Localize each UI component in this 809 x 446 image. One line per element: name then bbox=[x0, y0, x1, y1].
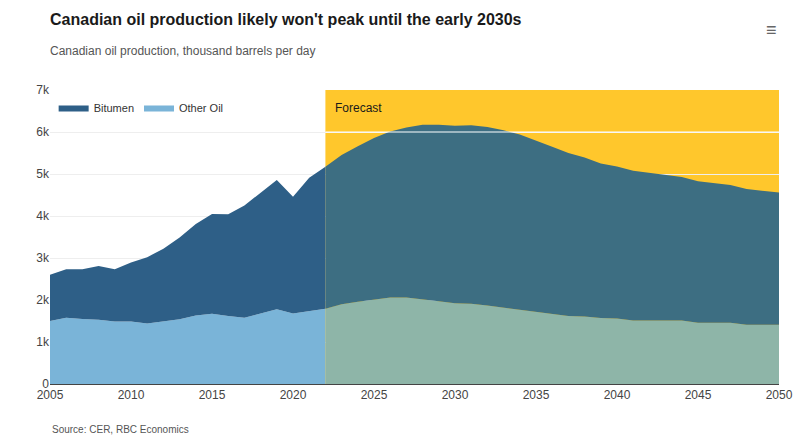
svg-text:Forecast: Forecast bbox=[335, 101, 382, 115]
svg-text:3k: 3k bbox=[36, 251, 50, 265]
svg-text:2025: 2025 bbox=[361, 388, 388, 402]
svg-text:2005: 2005 bbox=[37, 388, 64, 402]
svg-text:2045: 2045 bbox=[685, 388, 712, 402]
svg-text:2035: 2035 bbox=[523, 388, 550, 402]
svg-text:2010: 2010 bbox=[118, 388, 145, 402]
svg-text:4k: 4k bbox=[36, 209, 50, 223]
svg-text:2020: 2020 bbox=[280, 388, 307, 402]
svg-text:Source: CER, RBC Economics: Source: CER, RBC Economics bbox=[52, 424, 189, 435]
svg-text:5k: 5k bbox=[36, 167, 50, 181]
svg-text:2050: 2050 bbox=[766, 388, 793, 402]
svg-text:7k: 7k bbox=[36, 83, 50, 97]
svg-text:2030: 2030 bbox=[442, 388, 469, 402]
svg-text:Canadian oil production, thous: Canadian oil production, thousand barrel… bbox=[50, 44, 316, 58]
svg-text:2040: 2040 bbox=[604, 388, 631, 402]
svg-text:2015: 2015 bbox=[199, 388, 226, 402]
svg-text:6k: 6k bbox=[36, 125, 50, 139]
svg-text:Bitumen: Bitumen bbox=[94, 102, 134, 114]
svg-text:≡: ≡ bbox=[766, 20, 777, 40]
svg-text:2k: 2k bbox=[36, 293, 50, 307]
svg-text:Other Oil: Other Oil bbox=[179, 102, 223, 114]
svg-text:1k: 1k bbox=[36, 335, 50, 349]
svg-text:Canadian oil production likely: Canadian oil production likely won't pea… bbox=[50, 11, 522, 28]
svg-text:0: 0 bbox=[42, 377, 49, 391]
